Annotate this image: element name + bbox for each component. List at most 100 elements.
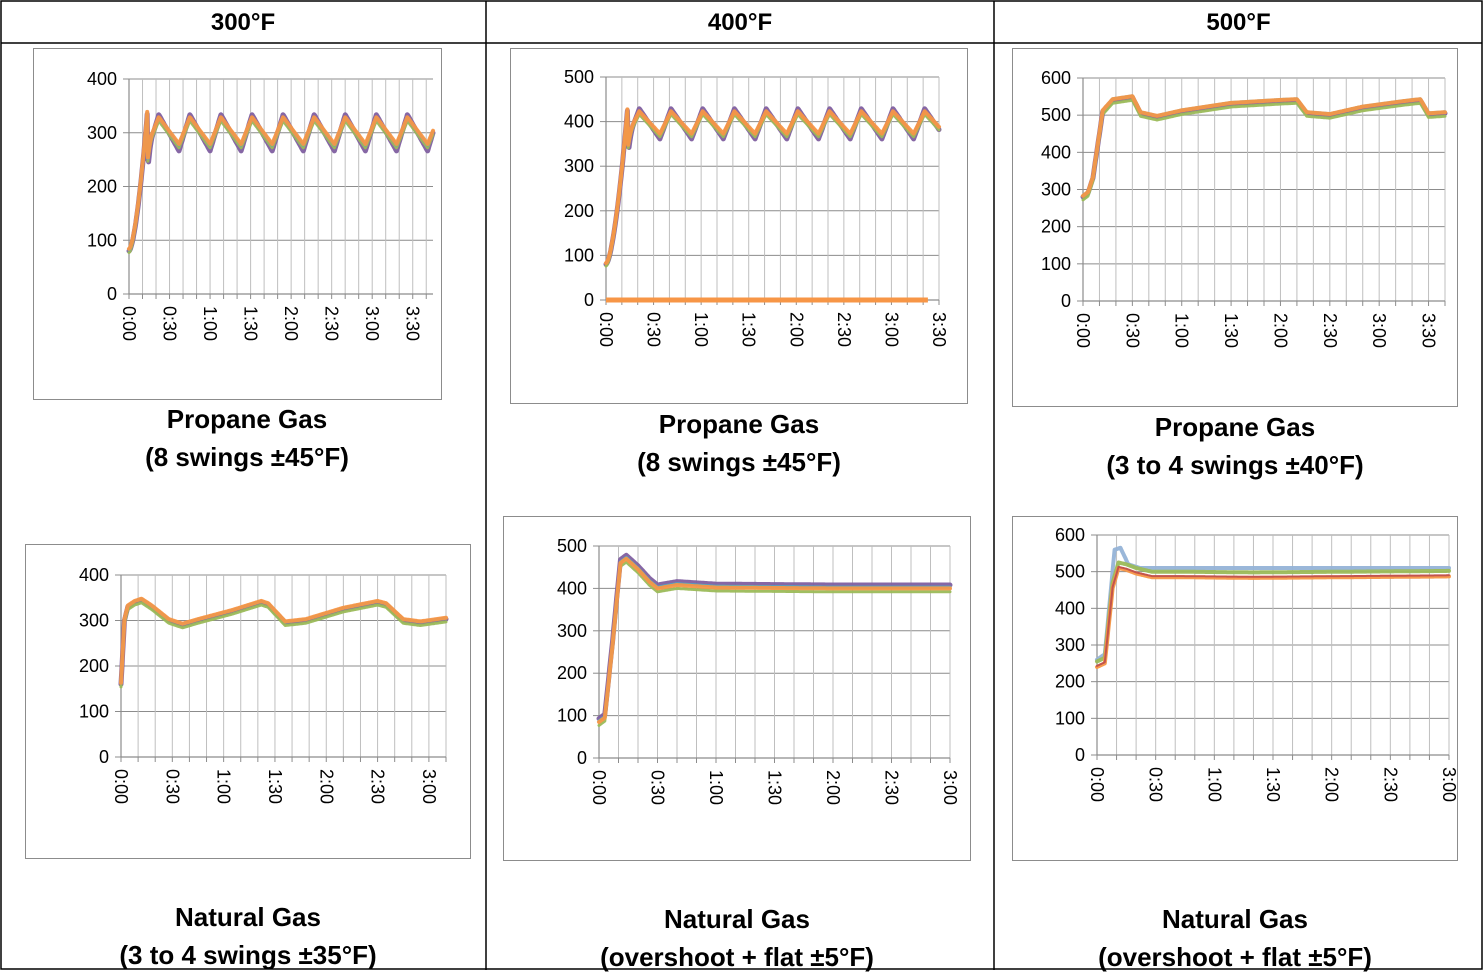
y-tick-label: 300 bbox=[87, 123, 117, 143]
y-tick-label: 400 bbox=[1041, 142, 1071, 162]
y-tick-label: 200 bbox=[79, 656, 109, 676]
y-tick-label: 600 bbox=[1055, 525, 1085, 545]
x-tick-label: 3:00 bbox=[419, 769, 439, 804]
x-tick-label: 0:00 bbox=[1073, 313, 1093, 348]
y-tick-label: 0 bbox=[1061, 291, 1071, 311]
x-tick-label: 1:30 bbox=[1263, 767, 1283, 802]
caption-300-natural: Natural Gas (3 to 4 swings ±35°F) bbox=[25, 898, 471, 974]
series-line-orange bbox=[119, 596, 448, 685]
series-line-green bbox=[1081, 98, 1447, 202]
y-tick-label: 500 bbox=[1055, 562, 1085, 582]
y-tick-label: 300 bbox=[557, 621, 587, 641]
x-tick-label: 0:00 bbox=[111, 769, 131, 804]
x-tick-label: 2:00 bbox=[281, 306, 301, 341]
y-tick-label: 100 bbox=[1055, 708, 1085, 728]
x-tick-label: 0:00 bbox=[596, 312, 616, 347]
x-tick-label: 0:00 bbox=[1087, 767, 1107, 802]
chart-400-natural: 0 100 200 300 400 500 0:00 0:30 1:00 1:30 2:00 2:30… bbox=[503, 516, 971, 861]
caption-detail: (8 swings ±45°F) bbox=[145, 442, 349, 472]
y-tick-label: 300 bbox=[79, 611, 109, 631]
column-header-300: 300°F bbox=[210, 9, 276, 36]
y-tick-label: 600 bbox=[1041, 68, 1071, 88]
y-tick-label: 100 bbox=[557, 706, 587, 726]
x-tick-label: 2:30 bbox=[1380, 767, 1400, 802]
x-tick-label: 0:30 bbox=[162, 769, 182, 804]
caption-title: Natural Gas bbox=[175, 902, 321, 932]
x-tick-label: 3:00 bbox=[1439, 767, 1457, 802]
caption-500-natural: Natural Gas (overshoot + flat ±5°F) bbox=[1012, 900, 1458, 976]
y-tick-label: 100 bbox=[87, 230, 117, 250]
x-tick-label: 2:00 bbox=[1270, 313, 1290, 348]
column-header-500: 500°F bbox=[1206, 9, 1271, 36]
chart-svg: 0 100 200 300 400 500 600 0:00 0:30 1:00 1:30 2:00 2… bbox=[1041, 68, 1448, 348]
caption-detail: (overshoot + flat ±5°F) bbox=[1098, 942, 1372, 972]
caption-title: Propane Gas bbox=[1154, 412, 1316, 442]
y-tick-label: 0 bbox=[1075, 745, 1085, 765]
y-tick-label: 400 bbox=[564, 112, 594, 132]
x-tick-label: 2:30 bbox=[322, 306, 342, 341]
x-tick-label: 2:00 bbox=[316, 769, 336, 804]
x-tick-label: 1:00 bbox=[200, 306, 220, 341]
caption-title: Propane Gas bbox=[166, 404, 328, 434]
x-tick-label: 1:30 bbox=[1221, 313, 1241, 348]
caption-title: Propane Gas bbox=[658, 409, 820, 439]
x-tick-label: 0:00 bbox=[589, 770, 609, 805]
x-tick-label: 1:00 bbox=[214, 769, 234, 804]
y-tick-label: 400 bbox=[79, 565, 109, 585]
chart-300-natural: 0 100 200 300 400 0:00 0:30 1:00 1:30 2:00 2:30 3:0… bbox=[25, 544, 471, 859]
series-line-orange bbox=[127, 109, 435, 251]
x-tick-label: 2:30 bbox=[882, 770, 902, 805]
series-line-orange bbox=[1081, 94, 1447, 198]
x-tick-label: 3:00 bbox=[1369, 313, 1389, 348]
caption-300-propane: Propane Gas (8 swings ±45°F) bbox=[33, 400, 461, 476]
x-tick-label: 1:30 bbox=[241, 306, 261, 341]
chart-500-natural: 0 100 200 300 400 500 600 0:00 0:30 1:00 1:30 2:00 2… bbox=[1012, 516, 1458, 861]
y-tick-label: 200 bbox=[87, 177, 117, 197]
x-tick-label: 1:30 bbox=[739, 312, 759, 347]
y-tick-label: 200 bbox=[557, 663, 587, 683]
y-tick-label: 400 bbox=[87, 69, 117, 89]
x-tick-label: 2:00 bbox=[1322, 767, 1342, 802]
caption-title: Natural Gas bbox=[664, 904, 810, 934]
y-tick-label: 100 bbox=[564, 245, 594, 265]
y-tick-label: 300 bbox=[1055, 635, 1085, 655]
y-tick-label: 500 bbox=[557, 536, 587, 556]
series-line-orange bbox=[597, 556, 952, 724]
x-tick-label: 1:00 bbox=[1172, 313, 1192, 348]
x-tick-label: 3:30 bbox=[1419, 313, 1439, 348]
y-tick-label: 0 bbox=[577, 748, 587, 768]
x-tick-label: 3:00 bbox=[881, 312, 901, 347]
y-tick-label: 200 bbox=[1041, 217, 1071, 237]
caption-detail: (3 to 4 swings ±35°F) bbox=[119, 940, 377, 970]
y-tick-label: 300 bbox=[564, 156, 594, 176]
x-tick-label: 1:30 bbox=[765, 770, 785, 805]
x-tick-label: 0:30 bbox=[1146, 767, 1166, 802]
chart-svg: 0 100 200 300 400 500 0:00 0:30 1:00 1:30 2:00 2:30… bbox=[564, 67, 949, 347]
x-tick-label: 3:30 bbox=[403, 306, 423, 341]
caption-detail: (3 to 4 swings ±40°F) bbox=[1106, 450, 1364, 480]
x-tick-label: 1:00 bbox=[706, 770, 726, 805]
series-line-green bbox=[1095, 560, 1451, 664]
caption-detail: (overshoot + flat ±5°F) bbox=[600, 942, 874, 972]
chart-400-propane: 0 100 200 300 400 500 0:00 0:30 1:00 1:30 2:00 2:30… bbox=[510, 48, 968, 404]
x-tick-label: 3:00 bbox=[940, 770, 960, 805]
column-header-400: 400°F bbox=[707, 9, 773, 36]
chart-500-propane: 0 100 200 300 400 500 600 0:00 0:30 1:00 1:30 2:00 2… bbox=[1012, 48, 1458, 407]
series-line-orange bbox=[604, 107, 941, 265]
series-line-lightblue bbox=[1095, 545, 1451, 662]
y-tick-label: 0 bbox=[584, 290, 594, 310]
x-tick-label: 1:00 bbox=[691, 312, 711, 347]
y-tick-label: 100 bbox=[1041, 254, 1071, 274]
x-tick-label: 2:30 bbox=[368, 769, 388, 804]
series-line-red bbox=[1096, 565, 1450, 667]
y-tick-label: 200 bbox=[564, 201, 594, 221]
x-tick-label: 2:00 bbox=[823, 770, 843, 805]
y-tick-label: 400 bbox=[557, 578, 587, 598]
x-tick-label: 1:00 bbox=[1204, 767, 1224, 802]
y-tick-label: 500 bbox=[564, 67, 594, 87]
caption-title: Natural Gas bbox=[1162, 904, 1308, 934]
series-line-purple bbox=[596, 552, 953, 722]
caption-400-propane: Propane Gas (8 swings ±45°F) bbox=[510, 405, 968, 481]
y-tick-label: 100 bbox=[79, 702, 109, 722]
